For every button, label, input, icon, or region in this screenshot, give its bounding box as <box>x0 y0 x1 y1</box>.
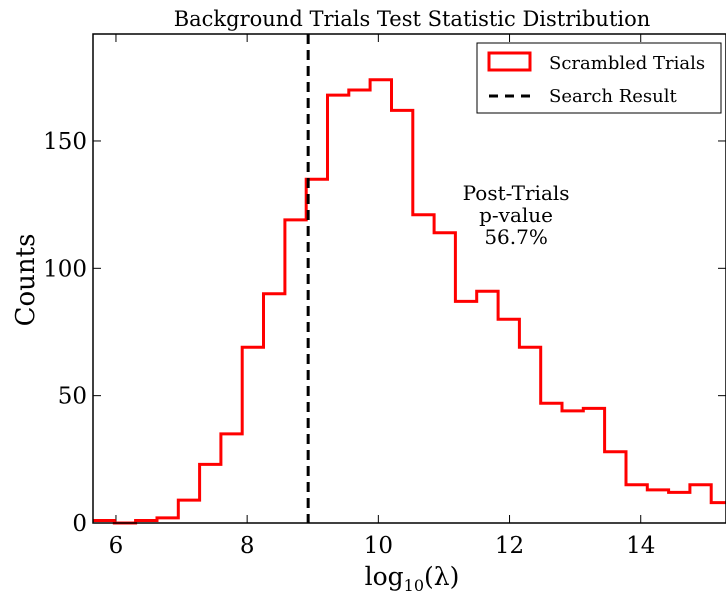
histogram-outline <box>93 78 726 525</box>
legend-swatch-scrambled-trials <box>487 51 532 72</box>
histogram-bin-22 <box>562 411 583 523</box>
histogram-bin-16 <box>434 233 455 523</box>
x-tick-label: 12 <box>495 533 524 559</box>
annotation-line-2: 56.7% <box>484 225 548 249</box>
histogram-bin-6 <box>221 434 242 523</box>
histogram-bin-11 <box>328 95 349 523</box>
y-tick-label: 150 <box>43 129 87 155</box>
histogram-bars <box>93 78 726 525</box>
histogram-bin-5 <box>200 464 221 523</box>
histogram-bin-12 <box>349 90 370 523</box>
histogram-bin-26 <box>647 490 668 523</box>
histogram-bin-27 <box>669 492 690 523</box>
y-tick-label: 100 <box>43 256 87 282</box>
legend-label-search-result: Search Result <box>549 86 678 107</box>
histogram-bin-23 <box>583 408 604 523</box>
y-tick-label: 0 <box>72 511 87 537</box>
y-axis-label: Counts <box>11 234 41 327</box>
x-axis-label-arg: (λ) <box>424 562 459 591</box>
legend-label-scrambled-trials: Scrambled Trials <box>549 53 705 74</box>
histogram-bin-7 <box>242 347 263 523</box>
histogram-bin-24 <box>605 452 626 523</box>
x-axis-label-base: log <box>365 562 404 591</box>
histogram-bin-14 <box>391 110 412 523</box>
legend: Scrambled Trials Search Result <box>476 42 722 114</box>
x-axis-label: log10(λ) <box>365 562 460 593</box>
x-axis-label-subscript: 10 <box>404 576 424 593</box>
annotation-line-0: Post-Trials <box>463 181 570 205</box>
plot-frame <box>92 33 726 524</box>
histogram-bin-18 <box>477 291 498 523</box>
histogram-bin-9 <box>285 220 306 523</box>
x-tick-label: 6 <box>109 533 124 559</box>
y-tick-label: 50 <box>58 384 87 410</box>
histogram-bin-4 <box>178 500 199 523</box>
histogram-bin-15 <box>413 215 434 523</box>
x-tick-label: 14 <box>626 533 655 559</box>
histogram-bin-21 <box>541 403 562 523</box>
x-tick-label: 8 <box>240 533 255 559</box>
legend-box <box>476 42 722 114</box>
histogram-bin-28 <box>690 485 711 523</box>
annotation-line-1: p-value <box>479 203 553 227</box>
x-tick-label: 10 <box>364 533 393 559</box>
histogram-bin-20 <box>519 347 540 523</box>
chart-title: Background Trials Test Statistic Distrib… <box>174 7 651 31</box>
histogram-bin-17 <box>455 301 476 523</box>
histogram-bin-25 <box>626 485 647 523</box>
histogram-bin-29 <box>711 503 726 523</box>
histogram-bin-8 <box>264 294 285 523</box>
histogram-bin-13 <box>370 80 391 523</box>
histogram-bin-19 <box>498 319 519 523</box>
